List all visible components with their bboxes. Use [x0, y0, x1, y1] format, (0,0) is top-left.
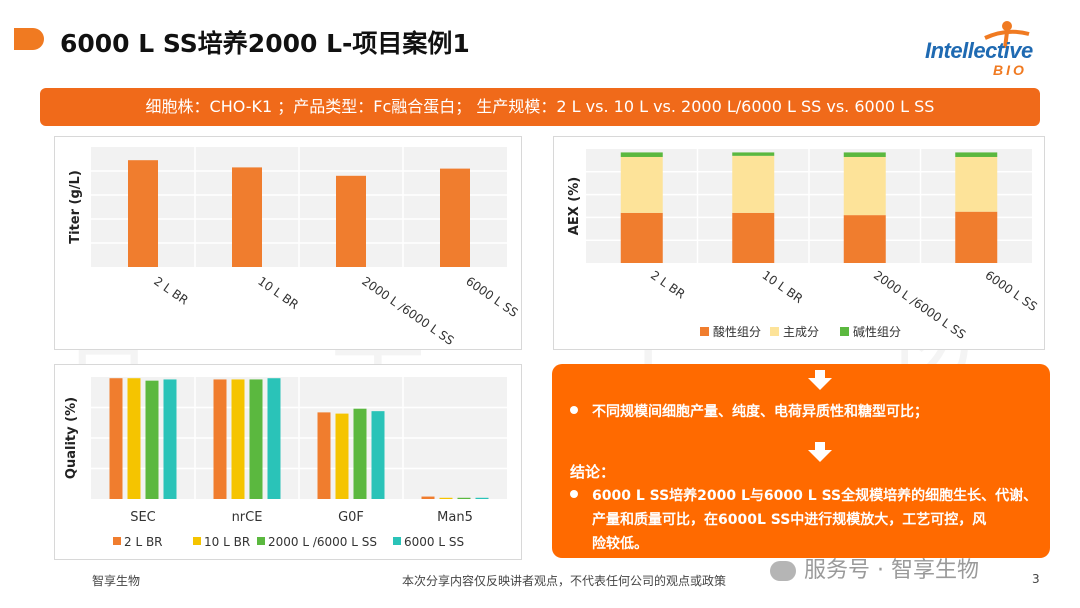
company-logo: Intellective BIO	[925, 21, 1060, 82]
quality-bar	[475, 497, 489, 499]
footer-disclaimer: 本次分享内容仅反映讲者观点，不代表任何公司的观点或政策	[402, 574, 727, 588]
quality-bar	[127, 378, 141, 499]
conclusion-point-2: 6000 L SS培养2000 L与6000 L SS全规模培养的细胞生长、代谢…	[570, 484, 1037, 556]
legend-swatch	[700, 327, 709, 336]
finding-point-1: 不同规模间细胞产量、纯度、电荷异质性和糖型可比；	[570, 400, 928, 424]
page-title: 6000 L SS培养2000 L-项目案例1	[60, 29, 470, 58]
quality-bar	[439, 497, 453, 499]
x-tick-label: SEC	[130, 510, 156, 525]
titer-bar	[440, 168, 470, 267]
x-tick-label: 10 L BR	[255, 274, 301, 312]
aex-bar-segment	[843, 215, 886, 263]
logo-figure-icon	[984, 21, 1030, 48]
quality-chart: SEC nrCE G0F Man5 Quality (%) 2 L BR 10 L BR 20…	[64, 377, 507, 549]
quality-bar	[249, 379, 263, 499]
legend-label: 6000 L SS	[404, 535, 464, 549]
conclusion-heading: 结论：	[570, 463, 616, 481]
aex-bar-segment	[843, 152, 886, 157]
titer-chart: 2 L BR 10 L BR 2000 L /6000 L SS 6000 L SS T…	[68, 147, 521, 348]
titer-bar	[336, 175, 366, 267]
footer-left: 智享生物	[92, 574, 141, 588]
quality-bar	[317, 412, 331, 499]
aex-bar-segment	[620, 152, 663, 157]
conclusion-box: 不同规模间细胞产量、纯度、电荷异质性和糖型可比； 结论： 6000 L SS培养…	[552, 364, 1050, 558]
x-tick-label: 6000 L SS	[983, 268, 1040, 314]
x-tick-label: nrCE	[232, 510, 263, 525]
quality-bar	[213, 379, 227, 499]
x-tick-label: 2 L BR	[648, 268, 688, 302]
quality-bar	[231, 379, 245, 499]
legend-label: 2000 L /6000 L SS	[268, 535, 377, 549]
legend-label: 碱性组分	[853, 325, 901, 339]
legend-swatch	[113, 537, 121, 545]
legend-label: 主成分	[783, 325, 819, 339]
aex-bar-segment	[620, 156, 663, 213]
x-tick-label: 10 L BR	[760, 268, 806, 306]
aex-bar-segment	[955, 152, 998, 157]
aex-chart: 2 L BR 10 L BR 2000 L /6000 L SS 6000 L SSA…	[567, 149, 1040, 342]
aex-bar-segment	[843, 156, 886, 216]
x-tick-label: 2 L BR	[151, 274, 191, 308]
aex-bar-segment	[955, 156, 998, 212]
titer-bar	[232, 167, 262, 267]
aex-bar-segment	[620, 212, 663, 263]
down-arrow-icon	[808, 370, 832, 390]
quality-bar	[163, 379, 177, 499]
logo-subtext: BIO	[993, 62, 1027, 78]
quality-bar	[145, 380, 159, 499]
legend-label: 10 L BR	[204, 535, 250, 549]
x-tick-label: 2000 L /6000 L SS	[359, 274, 456, 348]
aex-bar-segment	[732, 152, 775, 156]
x-tick-label: G0F	[338, 510, 364, 525]
quality-chart-panel: SEC nrCE G0F Man5 Quality (%) 2 L BR 10 L BR 20…	[54, 364, 522, 560]
down-arrow-icon	[808, 442, 832, 462]
logo-text: Intellective	[925, 38, 1033, 63]
legend-label: 2 L BR	[124, 535, 163, 549]
legend-label: 酸性组分	[713, 324, 761, 339]
quality-bar	[353, 408, 367, 499]
page-number: 3	[1032, 572, 1040, 586]
aex-bar-segment	[732, 155, 775, 213]
quality-bar	[421, 496, 435, 499]
x-tick-label: 6000 L SS	[463, 274, 520, 320]
quality-bar	[267, 378, 281, 499]
aex-bar-segment	[955, 211, 998, 263]
quality-bar	[457, 497, 471, 499]
title-accent-tab	[14, 28, 44, 50]
aex-chart-panel: 2 L BR 10 L BR 2000 L /6000 L SS 6000 L SS A…	[553, 136, 1045, 350]
y-axis-label: AEX (%)	[567, 177, 582, 235]
titer-chart-panel: 2 L BR 10 L BR 2000 L /6000 L SS 6000 L SS T…	[54, 136, 522, 350]
wechat-icon	[770, 561, 796, 581]
bullet-icon	[570, 490, 578, 498]
legend-swatch	[840, 327, 849, 336]
quality-bar	[371, 411, 385, 499]
legend-swatch	[770, 327, 779, 336]
quality-bar	[109, 378, 123, 499]
x-tick-label: Man5	[437, 510, 473, 525]
legend-swatch	[257, 537, 265, 545]
aex-bar-segment	[732, 212, 775, 263]
wechat-watermark: 服务号 · 智享生物	[770, 552, 979, 584]
legend-swatch	[193, 537, 201, 545]
y-axis-label: Titer (g/L)	[68, 170, 83, 244]
project-info-banner: 细胞株：CHO-K1 ；产品类型：Fc融合蛋白； 生产规模：2 L vs. 10…	[40, 88, 1040, 126]
titer-bar	[128, 160, 158, 267]
legend-swatch	[393, 537, 401, 545]
bullet-icon	[570, 406, 578, 414]
quality-bar	[335, 413, 349, 499]
y-axis-label: Quality (%)	[64, 397, 79, 479]
